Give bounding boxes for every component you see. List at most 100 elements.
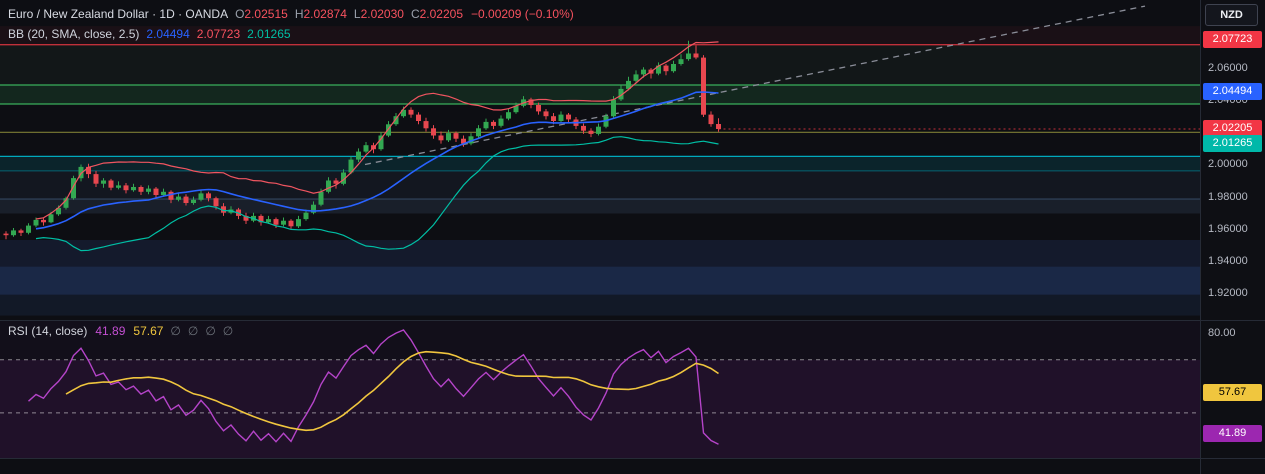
candle [483,118,489,130]
price-zone [0,26,1200,45]
bb-lower-value: 2.01265 [247,26,291,41]
candle [476,125,481,138]
candle [378,132,384,151]
ohlc-high-label: H [294,6,304,21]
candle [588,128,594,138]
candle [678,54,684,66]
candle [311,201,316,215]
candle [3,231,9,240]
price-axis-tick: 1.94000 [1208,254,1248,267]
price-axis-tick: 1.92000 [1208,287,1248,300]
candle [528,97,534,109]
candle [326,177,331,194]
bb-basis-value: 2.04494 [146,26,190,41]
bb-upper-line[interactable] [35,41,719,220]
candle [101,178,106,188]
pane-resize-handle[interactable] [0,320,1265,321]
candle [581,123,586,134]
candle [11,228,16,237]
price-zone [0,44,1200,86]
candle [513,102,519,114]
ohlc-low-value: 2.02030 [360,6,404,21]
candle [93,170,99,187]
candle [566,113,571,124]
rsi-ma-value: 57.67 [133,324,164,338]
candle [153,187,159,199]
rsi-legend-row[interactable]: RSI (14, close) 41.89 57.67 ∅ ∅ ∅ ∅ [8,324,233,338]
price-axis-badge: 2.04494 [1203,83,1262,101]
candle [63,196,69,210]
candle [596,123,601,136]
price-axis-badge: 2.02205 [1203,120,1262,138]
candle [86,163,91,179]
bb-upper-value: 2.07723 [196,26,241,41]
rsi-empty-slot-icon: ∅ [205,324,216,338]
candle [558,111,564,123]
candle [116,181,121,190]
candle [146,185,151,195]
candle [206,191,211,202]
rsi-ma-line[interactable] [65,350,719,432]
candle [408,107,414,118]
candle [536,102,541,115]
candle [716,118,721,132]
candle [671,60,676,73]
price-axis-badge: 2.07723 [1203,31,1262,49]
price-scale[interactable]: NZD 2.06000 2.04000 2.00000 1.98000 1.96000 1… [1200,0,1265,474]
candle [626,76,631,91]
price-change-value: −0.00209 (−0.10%) [471,6,574,21]
price-axis-tick: 1.98000 [1208,190,1248,203]
price-zone [0,170,1200,199]
trendline[interactable] [364,5,1146,166]
time-axis[interactable] [0,459,1200,474]
price-zone [0,156,1200,171]
candle [701,55,706,117]
time-axis-divider[interactable] [0,458,1265,459]
candle [71,175,76,200]
bb-lower-line[interactable] [35,136,719,252]
candle [416,112,421,125]
ohlc-close-value: 2.02205 [419,6,464,21]
candle [656,62,661,76]
candle [461,135,466,147]
candle [663,64,669,76]
rsi-value: 41.89 [95,324,126,338]
ohlc-high-value: 2.02874 [303,6,347,21]
price-zone [0,240,1200,267]
symbol-title[interactable]: Euro / New Zealand Dollar · 1D · OANDA [8,6,229,21]
rsi-indicator-title[interactable]: RSI (14, close) [8,324,88,338]
bb-legend-row[interactable]: BB (20, SMA, close, 2.5) 2.04494 2.07723… [8,24,574,44]
rsi-line[interactable] [28,329,719,445]
price-zone [0,266,1200,295]
candle [341,169,346,186]
bb-basis-line[interactable] [35,91,719,230]
candle [168,190,174,204]
candle [243,212,249,224]
rsi-axis-badge: 41.89 [1203,425,1262,443]
candle [108,178,114,191]
candle [453,131,459,142]
price-scale-currency-button[interactable]: NZD [1205,4,1258,26]
price-zone [0,294,1200,316]
rsi-indicator-canvas[interactable] [0,320,1200,458]
rsi-empty-slot-icon: ∅ [222,324,234,338]
price-axis-tick: 2.06000 [1208,62,1248,74]
candle [191,196,196,205]
candle [363,142,369,154]
candle [446,129,451,142]
rsi-empty-slot-icon: ∅ [187,324,199,338]
candle [543,109,549,120]
candle [288,219,294,229]
symbol-legend-row[interactable]: Euro / New Zealand Dollar · 1D · OANDA O… [8,4,574,24]
price-chart-canvas[interactable] [0,0,1200,320]
candle [468,133,474,146]
candle [258,214,264,226]
candle [356,148,361,163]
candle [281,217,286,227]
rsi-axis-tick: 80.00 [1208,327,1236,340]
candle [708,111,714,127]
bb-indicator-title[interactable]: BB (20, SMA, close, 2.5) [8,26,140,41]
price-zone [0,85,1200,104]
candle [491,120,496,130]
